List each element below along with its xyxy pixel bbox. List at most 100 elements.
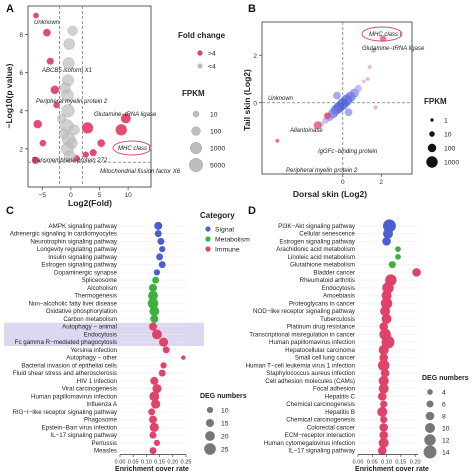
category-label: Endocytosis bbox=[322, 285, 355, 292]
panel-a-volcano: Log2(Fold) −Log10(p value) −5 0 5 10 2 4 6 8 Un… bbox=[4, 5, 226, 208]
panel-a-size-legend-marker bbox=[192, 110, 200, 118]
x-tick-label: 0.05 bbox=[128, 460, 139, 466]
panel-b-annotation: MHC class I bbox=[369, 32, 402, 38]
category-label: PI3K−Akt signaling pathway bbox=[278, 223, 356, 230]
enrichment-dot bbox=[378, 383, 389, 394]
enrichment-dot bbox=[383, 228, 393, 239]
enrichment-dot bbox=[378, 392, 387, 401]
panel-d-xlabel: Enrichment cover rate bbox=[355, 466, 429, 473]
category-label: Fluid shear stress and atherosclerosis bbox=[13, 370, 117, 377]
panel-d-size-legend-label: 14 bbox=[442, 450, 450, 457]
panel-a-xtick-label: 10 bbox=[124, 192, 132, 199]
panel-b-size-legend-marker bbox=[430, 118, 434, 122]
panel-a-size-legend-label: 100 bbox=[210, 129, 222, 136]
enrichment-dot bbox=[377, 359, 390, 372]
category-label: Human T−cell leukemia virus 1 infection bbox=[246, 362, 356, 369]
enrichment-dot bbox=[149, 415, 157, 424]
panel-a-highlight-ellipse bbox=[112, 140, 152, 156]
category-label: Human papillomavirus infection bbox=[31, 393, 118, 400]
panel-d-size-legend-marker bbox=[425, 411, 435, 421]
panel-d-size-legend-label: 4 bbox=[442, 390, 446, 397]
x-tick-label: 0.20 bbox=[167, 460, 178, 466]
panel-b-point bbox=[373, 105, 378, 110]
enrichment-dot bbox=[159, 246, 166, 253]
panel-a-point bbox=[63, 38, 75, 50]
category-label: Pertussis bbox=[92, 440, 117, 447]
panel-a-legend-size-title: FPKM bbox=[182, 89, 205, 98]
x-tick-label: 0.20 bbox=[410, 460, 421, 466]
panel-a-point bbox=[42, 28, 52, 37]
panel-b-annotation: Unknown bbox=[268, 96, 294, 102]
enrichment-dot bbox=[381, 313, 392, 324]
panel-b-size-legend-marker bbox=[429, 131, 435, 137]
x-tick-label: 0.00 bbox=[115, 460, 126, 466]
enrichment-dot bbox=[149, 283, 157, 292]
panel-b-ytick-label: 2 bbox=[253, 53, 257, 60]
enrichment-dot bbox=[380, 368, 390, 378]
enrichment-dot bbox=[380, 306, 391, 317]
enrichment-dot bbox=[149, 391, 160, 402]
panel-a-legend-label: >4 bbox=[208, 51, 216, 58]
panel-a-annotation: Glutamine−tRNA ligase bbox=[94, 112, 157, 118]
panel-a-annotation: Unknown bbox=[34, 20, 60, 26]
enrichment-dot bbox=[379, 430, 388, 440]
category-label: Small cell lung cancer bbox=[295, 355, 355, 362]
panel-d-size-legend-marker bbox=[425, 423, 435, 433]
panel-b-size-legend-marker bbox=[426, 156, 438, 168]
category-label: Carbon metabolism bbox=[63, 316, 117, 323]
panel-a-ytick-label: 4 bbox=[19, 108, 23, 115]
enrichment-dot bbox=[148, 290, 158, 301]
enrichment-dot bbox=[149, 306, 160, 317]
panel-d-size-legend-label: 12 bbox=[442, 438, 450, 445]
category-label: AMPK signaling pathway bbox=[49, 223, 118, 230]
category-label: Autophagy − animal bbox=[62, 324, 117, 331]
panel-a-point bbox=[66, 137, 78, 149]
enrichment-dot bbox=[152, 329, 162, 340]
panel-a-annotation: Peripheral myelin protein 2 bbox=[36, 99, 108, 105]
enrichment-dot bbox=[412, 268, 421, 277]
enrichment-dot bbox=[154, 221, 163, 230]
category-label: Adrenergic signaling in cardiomyocytes bbox=[10, 231, 117, 238]
panel-a-point bbox=[61, 104, 75, 118]
panel-a-point bbox=[115, 123, 128, 136]
panel-c-category-legend-marker bbox=[205, 226, 211, 232]
x-tick-label: 0.15 bbox=[154, 460, 165, 466]
panel-c-size-legend-label: 15 bbox=[221, 421, 229, 428]
enrichment-dot bbox=[379, 423, 388, 432]
category-label: Staphylococcus aureus infection bbox=[266, 370, 355, 377]
panel-b-point bbox=[275, 138, 280, 143]
enrichment-dot bbox=[378, 437, 389, 448]
panel-b-size-legend-marker bbox=[427, 143, 437, 153]
panel-a-legend-fold-title: Fold change bbox=[178, 31, 226, 40]
enrichment-dot bbox=[395, 246, 401, 252]
panel-a-size-legend-marker bbox=[189, 141, 202, 154]
panel-b-xtick-label: 2 bbox=[379, 179, 383, 186]
x-tick-label: 0.05 bbox=[367, 460, 378, 466]
category-label: RIG−I−like receptor signaling pathway bbox=[12, 409, 117, 416]
panel-a-point bbox=[82, 151, 90, 159]
category-label: ECM−receptor interaction bbox=[285, 432, 356, 439]
panel-a-legend-marker bbox=[197, 50, 203, 56]
category-label: Longevity regulating pathway bbox=[37, 246, 118, 253]
panel-a-size-legend-marker bbox=[189, 158, 203, 172]
panel-a-ytick-label: 2 bbox=[19, 146, 23, 153]
category-label: Transcriptional misregulation in cancer bbox=[249, 331, 355, 338]
enrichment-dot bbox=[156, 253, 164, 261]
panel-b-point bbox=[333, 91, 341, 100]
category-label: Viral carcinogenesis bbox=[62, 386, 117, 393]
panel-a-point bbox=[46, 57, 55, 66]
enrichment-dot bbox=[388, 261, 396, 269]
enrichment-dot bbox=[153, 269, 161, 276]
enrichment-dot bbox=[379, 353, 388, 362]
panel-b-xtick-label: 0 bbox=[341, 179, 345, 186]
panel-c-size-legend-marker bbox=[204, 443, 216, 455]
enrichment-dot bbox=[151, 399, 161, 409]
category-label: Endocytosis bbox=[84, 331, 117, 338]
panel-c-category-legend-marker bbox=[205, 246, 211, 252]
enrichment-dot bbox=[159, 337, 169, 347]
category-label: Bacterial invasion of epithelial cells bbox=[21, 362, 117, 369]
enrichment-dot bbox=[149, 422, 159, 432]
panel-d-legend-size-title: DEG numbers bbox=[422, 375, 469, 382]
panel-a-legend-marker bbox=[197, 63, 203, 69]
panel-a-point bbox=[57, 113, 67, 123]
